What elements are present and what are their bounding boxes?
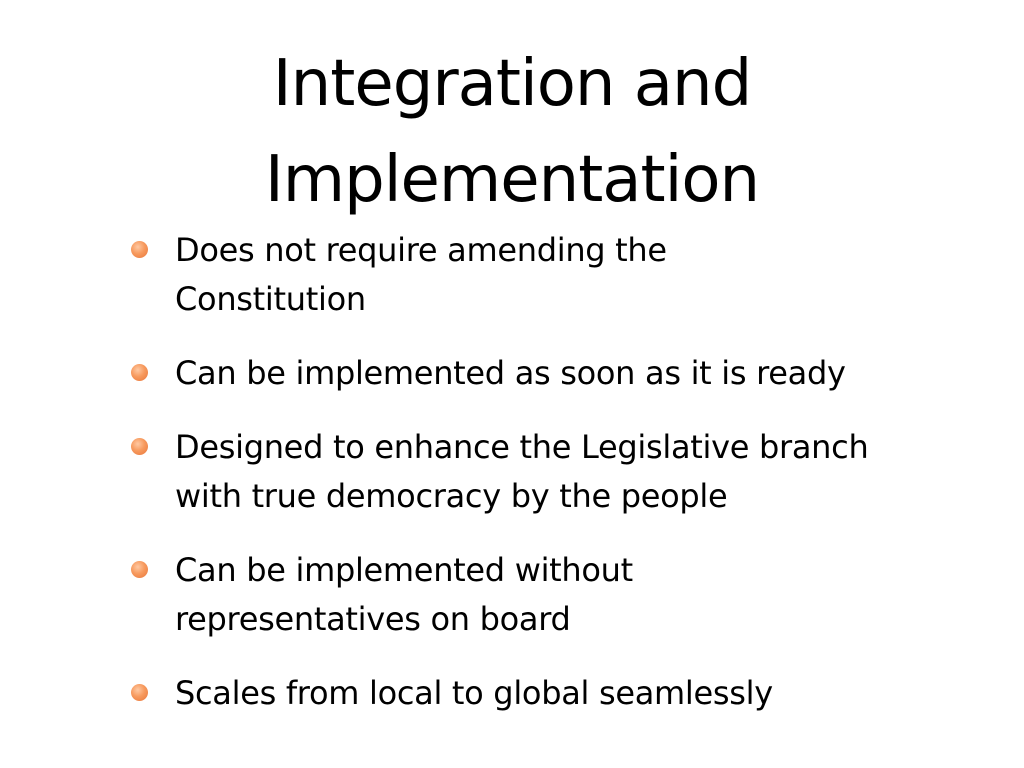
bullet-text: Can be implemented as soon as it is read…	[175, 354, 846, 392]
bullet-item: Designed to enhance the Legislative bran…	[130, 423, 935, 521]
bullet-list: Does not require amending the Constituti…	[130, 226, 930, 743]
bullet-dot-icon	[131, 241, 148, 258]
bullet-item: Does not require amending the Constituti…	[130, 226, 735, 324]
bullet-text: Does not require amending the Constituti…	[175, 231, 667, 318]
slide-title: Integration and Implementation	[0, 36, 1024, 228]
bullet-text: Designed to enhance the Legislative bran…	[175, 428, 869, 515]
slide-title-line-1: Integration and	[272, 47, 752, 121]
bullet-dot-icon	[131, 364, 148, 381]
bullet-item: Scales from local to global seamlessly	[130, 669, 935, 718]
bullet-dot-icon	[131, 561, 148, 578]
bullet-dot-icon	[131, 438, 148, 455]
bullet-item: Can be implemented as soon as it is read…	[130, 349, 935, 398]
bullet-dot-icon	[131, 684, 148, 701]
bullet-text: Scales from local to global seamlessly	[175, 674, 773, 712]
bullet-item: Can be implemented without representativ…	[130, 546, 735, 644]
bullet-text: Can be implemented without representativ…	[175, 551, 633, 638]
slide-title-line-2: Implementation	[264, 143, 760, 217]
